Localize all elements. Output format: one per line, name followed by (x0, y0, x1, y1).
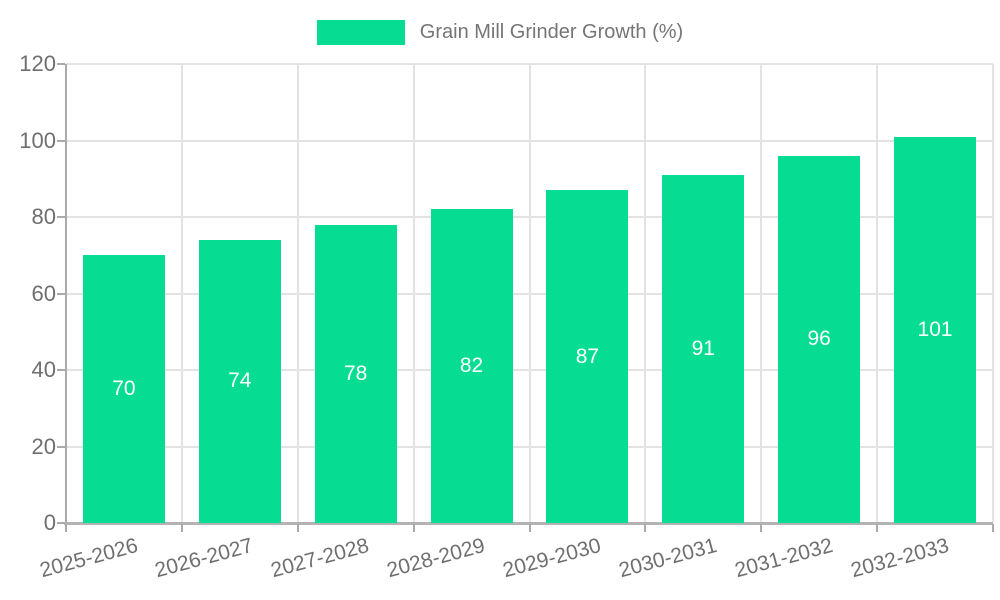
x-axis-tick-label: 2029-2030 (500, 534, 604, 583)
bar: 87 (546, 190, 629, 523)
y-axis-tick (57, 445, 65, 448)
y-axis-tick (57, 139, 65, 142)
y-axis-tick-label: 40 (31, 357, 56, 382)
v-gridline (876, 64, 879, 523)
x-axis-line (64, 522, 993, 525)
x-axis-tick-label: 2026-2027 (152, 534, 256, 583)
chart-legend: Grain Mill Grinder Growth (%) (0, 20, 1000, 45)
x-axis-tick-label: 2027-2028 (268, 534, 372, 583)
x-axis-tick (876, 524, 879, 532)
v-gridline (528, 64, 531, 523)
bar-value-label: 91 (691, 336, 715, 360)
y-axis-tick-label: 0 (43, 510, 56, 535)
x-axis-tick (760, 524, 763, 532)
bar-value-label: 82 (459, 354, 484, 378)
legend-label: Grain Mill Grinder Growth (%) (419, 21, 684, 43)
v-gridline (412, 64, 415, 523)
y-axis-tick (57, 369, 65, 371)
x-axis-tick (528, 524, 531, 532)
x-axis-tick-label: 2025-2026 (36, 534, 140, 583)
y-axis-tick-label: 80 (31, 204, 56, 229)
y-axis-tick (57, 216, 65, 218)
y-axis-tick-label: 120 (19, 51, 56, 76)
x-axis-tick (65, 524, 67, 532)
y-axis-line (65, 64, 67, 531)
x-axis-tick (644, 524, 647, 532)
v-gridline (296, 64, 299, 523)
bar: 91 (662, 174, 745, 523)
bar-value-label: 78 (344, 361, 368, 385)
bar: 70 (82, 255, 165, 523)
x-axis-tick (412, 524, 415, 532)
bar: 78 (314, 224, 397, 523)
x-axis-tick-label: 2032-2033 (848, 534, 952, 583)
bar-value-label: 74 (228, 369, 252, 393)
bar: 96 (778, 155, 861, 523)
legend-swatch (316, 20, 405, 45)
bar: 82 (430, 209, 513, 523)
x-axis-tick (180, 524, 183, 532)
bar: 101 (894, 136, 977, 523)
x-axis-tick (296, 524, 299, 532)
v-gridline (760, 64, 763, 523)
v-gridline (180, 64, 183, 523)
bar-value-label: 96 (807, 327, 831, 351)
bar: 74 (198, 239, 281, 523)
x-axis-tick-label: 2031-2032 (732, 534, 836, 583)
v-gridline (992, 64, 994, 523)
y-axis-tick (57, 522, 65, 524)
y-axis-tick (57, 63, 65, 65)
y-axis-tick (57, 292, 65, 295)
bar-value-label: 70 (112, 377, 136, 401)
bar-value-label: 101 (917, 317, 953, 341)
x-axis-tick (992, 524, 994, 532)
y-axis-tick-label: 100 (19, 127, 56, 153)
y-axis-tick-label: 20 (31, 433, 56, 459)
x-axis-tick-label: 2028-2029 (384, 534, 488, 583)
x-axis-tick-label: 2030-2031 (616, 534, 720, 583)
bar-value-label: 87 (575, 344, 600, 368)
legend-item[interactable]: Grain Mill Grinder Growth (%) (316, 20, 684, 45)
y-axis-tick-label: 60 (31, 280, 56, 306)
v-gridline (644, 64, 647, 523)
